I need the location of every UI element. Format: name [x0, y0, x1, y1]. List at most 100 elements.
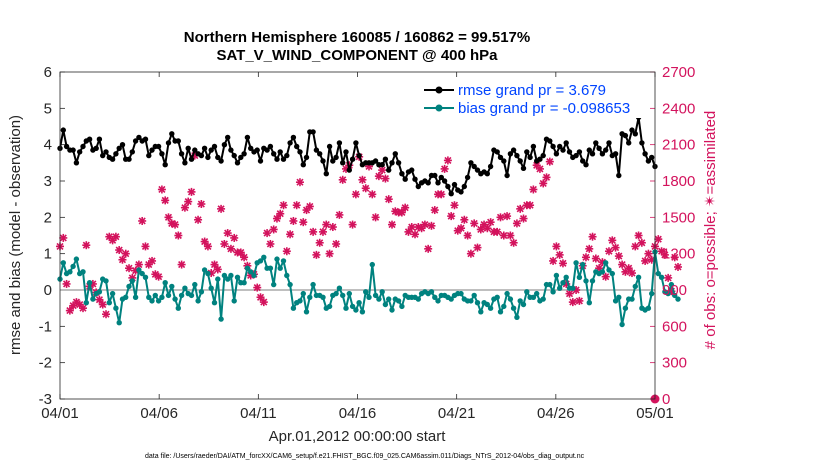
legend: rmse grand pr = 3.679 bias grand pr = -0… — [420, 80, 650, 118]
y2-axis-label: # of obs: o=possible; ✴=assimilated — [702, 111, 719, 350]
obs-point — [351, 190, 360, 199]
rmse-point — [349, 156, 356, 162]
rmse-point — [126, 156, 132, 162]
bias-point — [356, 300, 362, 306]
rmse-point — [215, 154, 221, 161]
rmse-point — [573, 152, 579, 159]
bias-point — [580, 261, 586, 268]
bias-point — [550, 289, 556, 295]
rmse-point — [487, 163, 494, 170]
rmse-point — [586, 147, 592, 153]
rmse-point — [451, 181, 458, 188]
legend-rmse-marker — [435, 86, 443, 94]
rmse-point — [333, 154, 339, 161]
obs-point — [194, 215, 203, 224]
bias-point — [668, 281, 675, 288]
y-tick-label: 1 — [44, 246, 52, 263]
rmse-point — [464, 174, 471, 181]
obs-point — [506, 231, 515, 240]
obs-point — [664, 273, 673, 282]
obs-point — [187, 187, 196, 196]
y2-tick-label: 2100 — [662, 137, 695, 154]
rmse-point — [553, 151, 560, 157]
plot-frame — [59, 71, 656, 400]
rmse-point — [149, 147, 155, 153]
bias-point — [152, 292, 158, 299]
bias-point — [458, 290, 464, 297]
rmse-point — [563, 140, 569, 146]
y-axis-label: rmse and bias (model - observation) — [7, 115, 24, 355]
rmse-point — [165, 140, 172, 146]
rmse-point — [116, 145, 122, 151]
bias-point — [280, 258, 287, 264]
rmse-point — [290, 134, 297, 141]
rmse-point — [560, 147, 566, 153]
obs-point — [259, 298, 268, 307]
obs-point — [121, 249, 130, 258]
data-file-footnote: data file: /Users/raeder/DAI/ATM_forcXX/… — [145, 453, 585, 460]
bias-point — [300, 290, 306, 297]
bias-point — [372, 292, 379, 299]
obs-point — [263, 229, 272, 238]
bias-point — [599, 269, 606, 275]
bias-point — [474, 300, 481, 306]
rmse-point — [461, 183, 467, 190]
obs-point — [427, 221, 436, 230]
obs-point — [608, 236, 617, 245]
bias-point — [109, 290, 116, 297]
bias-point — [399, 303, 405, 310]
obs-point — [223, 229, 232, 238]
obs-point — [411, 230, 420, 239]
obs-point — [565, 289, 574, 298]
bias-point — [389, 307, 395, 313]
bias-point — [606, 267, 612, 273]
bias-point — [215, 276, 221, 282]
bias-point — [113, 305, 119, 311]
rmse-point — [340, 160, 346, 166]
rmse-point — [468, 160, 474, 166]
rmse-point — [142, 136, 149, 142]
obs-point — [180, 203, 189, 212]
bias-point — [123, 294, 129, 300]
rmse-point — [504, 172, 510, 179]
obs-point — [309, 227, 318, 236]
obs-point — [437, 190, 446, 199]
rmse-point — [386, 167, 392, 173]
rmse-point — [336, 140, 343, 146]
rmse-point — [448, 191, 454, 197]
obs-point — [102, 310, 111, 319]
bias-point — [333, 290, 339, 297]
obs-point — [125, 264, 134, 273]
rmse-point — [70, 147, 76, 153]
obs-point — [388, 220, 397, 229]
obs-point — [457, 224, 466, 233]
rmse-point — [96, 136, 103, 142]
x-tick-label: 04/26 — [537, 405, 575, 422]
y-tick-label: 4 — [44, 137, 52, 154]
rmse-point — [497, 154, 504, 161]
y2-tick-labels: 0 300 600 900 1200 1500 1800 2100 2400 2700 — [662, 64, 695, 408]
rmse-point — [557, 143, 563, 150]
rmse-point — [178, 151, 185, 157]
rmse-point — [169, 131, 175, 137]
rmse-point — [507, 151, 514, 157]
bias-point — [484, 301, 490, 308]
rmse-point — [596, 145, 602, 151]
obs-point — [315, 238, 324, 247]
bias-point — [340, 292, 346, 299]
rmse-point — [540, 152, 546, 159]
obs-point — [558, 259, 567, 268]
bias-point — [83, 300, 90, 306]
bias-point — [267, 265, 274, 271]
bias-point — [478, 309, 484, 315]
y2-tick-label: 2400 — [662, 100, 695, 117]
obs-point — [542, 173, 551, 182]
rmse-point — [201, 145, 208, 151]
bias-point — [211, 300, 218, 306]
rmse-point — [432, 172, 438, 179]
rmse-point — [287, 140, 293, 146]
bias-point — [221, 272, 228, 279]
obs-point — [440, 164, 449, 173]
bias-point — [116, 320, 122, 326]
bias-point — [73, 256, 80, 262]
